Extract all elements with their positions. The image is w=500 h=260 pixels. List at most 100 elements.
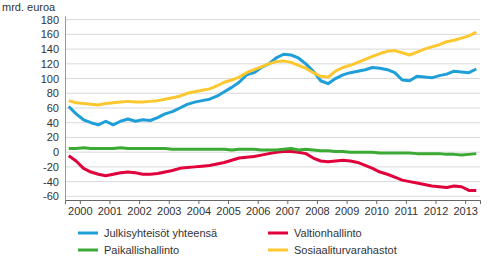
- x-axis-line: [66, 201, 481, 205]
- y-tick: 40: [47, 117, 65, 129]
- x-tick-label: 2005: [216, 205, 240, 217]
- grid-line: [65, 78, 480, 79]
- y-tick: 20: [47, 131, 65, 143]
- x-tick-mark: [228, 200, 229, 204]
- x-tick-mark: [287, 200, 288, 204]
- legend-item: Sosiaaliturvarahastot: [268, 244, 397, 256]
- grid-line: [65, 196, 480, 197]
- y-tick: -40: [43, 176, 65, 188]
- y-tick: 120: [41, 58, 65, 70]
- x-tick: 2013: [453, 200, 477, 217]
- x-tick: 2000: [68, 200, 92, 217]
- x-tick-mark: [258, 200, 259, 204]
- legend-swatch: [268, 232, 288, 235]
- x-tick-mark: [80, 200, 81, 204]
- grid-line: [65, 137, 480, 138]
- y-tick-label: 140: [41, 43, 59, 55]
- grid-line: [65, 122, 480, 123]
- x-tick-label: 2006: [246, 205, 270, 217]
- y-tick-label: 120: [41, 58, 59, 70]
- x-tick-mark: [436, 200, 437, 204]
- y-tick-label: -20: [43, 161, 59, 173]
- y-tick-label: -40: [43, 176, 59, 188]
- y-tick-label: 80: [47, 87, 59, 99]
- x-tick-label: 2008: [305, 205, 329, 217]
- legend-swatch: [268, 249, 288, 252]
- y-tick-label: 100: [41, 73, 59, 85]
- x-tick: 2004: [187, 200, 211, 217]
- x-tick-mark: [406, 200, 407, 204]
- y-tick-label: 40: [47, 117, 59, 129]
- x-tick-label: 2011: [395, 205, 419, 217]
- y-tick: 60: [47, 102, 65, 114]
- y-tick-label: 60: [47, 102, 59, 114]
- x-tick-label: 2010: [365, 205, 389, 217]
- y-tick: 0: [53, 146, 65, 158]
- x-tick-label: 2009: [335, 205, 359, 217]
- x-tick-mark: [317, 200, 318, 204]
- x-tick: 2003: [157, 200, 181, 217]
- y-tick: 160: [41, 28, 65, 40]
- x-tick-label: 2001: [98, 205, 122, 217]
- y-tick-label: -60: [43, 190, 59, 202]
- legend-item: Julkisyhteisöt yhteensä: [78, 227, 218, 239]
- y-axis: -60 -40 -20 0 20 40 60 80 100 120 140 160 180: [41, 14, 66, 203]
- y-tick-label: 20: [47, 131, 59, 143]
- x-tick-mark: [376, 200, 377, 204]
- y-axis-line: [65, 17, 66, 201]
- grid-line: [65, 93, 480, 94]
- x-tick: 2009: [335, 200, 359, 217]
- y-tick-label: 160: [41, 28, 59, 40]
- grid: [65, 20, 480, 197]
- x-tick-mark: [465, 200, 466, 204]
- x-tick-mark: [169, 200, 170, 204]
- y-tick: 180: [41, 14, 65, 26]
- legend-label: Julkisyhteisöt yhteensä: [104, 227, 218, 239]
- legend: Julkisyhteisöt yhteensä Valtionhallinto Pa…: [78, 227, 397, 256]
- x-tick: 2005: [216, 200, 240, 217]
- legend-label: Sosiaaliturvarahastot: [294, 244, 397, 256]
- x-axis: 2000 2001 2002 2003 2004 2005 2006 2007 2008 2009…: [66, 200, 481, 217]
- x-tick-label: 2004: [187, 205, 211, 217]
- x-tick-label: 2003: [157, 205, 181, 217]
- x-tick-label: 2002: [127, 205, 151, 217]
- x-tick: 2002: [127, 200, 151, 217]
- x-tick: 2006: [246, 200, 270, 217]
- y-tick: 100: [41, 73, 65, 85]
- y-tick-label: 180: [41, 14, 59, 26]
- x-tick-label: 2013: [453, 205, 477, 217]
- series-line: [69, 151, 477, 190]
- x-tick: 2001: [98, 200, 122, 217]
- grid-line: [65, 49, 480, 50]
- series-line: [69, 32, 477, 105]
- y-tick: -60: [43, 190, 65, 202]
- series-line: [69, 54, 477, 125]
- x-tick-mark: [347, 200, 348, 204]
- y-tick-label: 0: [53, 146, 59, 158]
- grid-line: [65, 166, 480, 167]
- y-tick: 80: [47, 87, 65, 99]
- x-tick: 2010: [365, 200, 389, 217]
- legend-item: Paikallishallinto: [78, 244, 179, 256]
- legend-swatch: [78, 232, 98, 235]
- grid-line: [65, 19, 480, 20]
- x-tick-mark: [198, 200, 199, 204]
- grid-line: [65, 34, 480, 35]
- x-tick-mark: [139, 200, 140, 204]
- y-axis-title: mrd. euroa: [2, 1, 56, 13]
- x-tick: 2012: [424, 200, 448, 217]
- x-tick-mark: [109, 200, 110, 204]
- legend-item: Valtionhallinto: [268, 227, 362, 239]
- plot-area: [69, 32, 477, 190]
- y-tick: 140: [41, 43, 65, 55]
- y-tick: -20: [43, 161, 65, 173]
- series-line: [69, 148, 477, 155]
- x-tick: 2007: [276, 200, 300, 217]
- legend-label: Paikallishallinto: [104, 244, 179, 256]
- chart: mrd. euroa -60 -40 -20 0 20 40 60 80 100 120 140 160…: [0, 0, 500, 260]
- grid-line: [65, 108, 480, 109]
- legend-label: Valtionhallinto: [294, 227, 362, 239]
- x-tick: 2011: [395, 200, 419, 217]
- x-tick: 2008: [305, 200, 329, 217]
- x-tick-label: 2007: [276, 205, 300, 217]
